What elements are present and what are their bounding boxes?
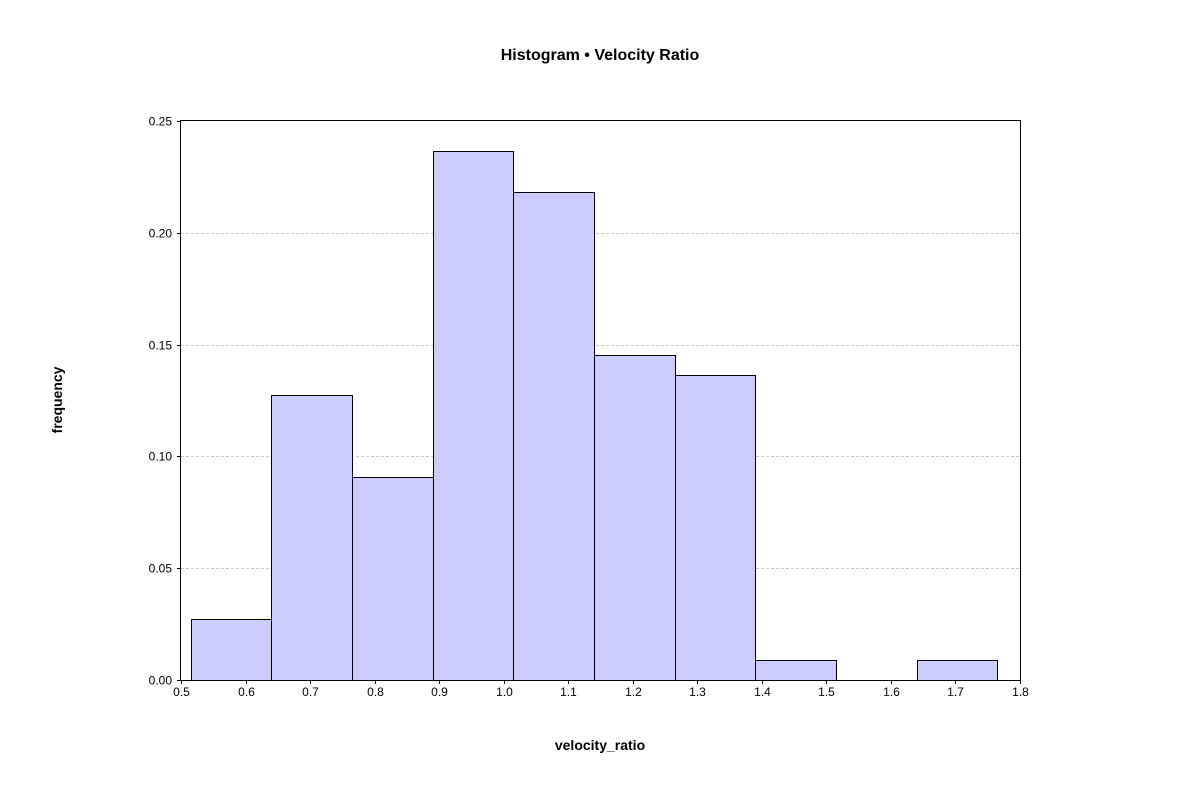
- histogram-bar: [271, 395, 353, 681]
- x-tick-label: 1.2: [625, 685, 642, 699]
- x-tick-label: 1.8: [1012, 685, 1029, 699]
- x-axis: 0.5 0.6 0.7 0.8 0.9 1.0 1.1 1.2 1.3 1.4 1.5 1.6 1.7 1…: [173, 680, 1029, 699]
- x-tick-label: 0.8: [367, 685, 384, 699]
- y-tick-label: 0.10: [149, 450, 173, 464]
- y-tick-label: 0.00: [149, 674, 173, 688]
- x-tick-label: 1.1: [560, 685, 577, 699]
- plot-frame: [180, 120, 1021, 681]
- x-tick-label: 1.7: [947, 685, 964, 699]
- x-axis-label: velocity_ratio: [555, 737, 645, 753]
- y-tick-label: 0.15: [149, 339, 173, 353]
- x-tick-label: 1.5: [818, 685, 835, 699]
- histogram-bar: [594, 355, 676, 681]
- histogram-bar: [191, 619, 272, 681]
- x-tick-label: 1.0: [496, 685, 513, 699]
- histogram-bar: [433, 151, 514, 681]
- x-tick-label: 1.4: [754, 685, 771, 699]
- y-tick-label: 0.20: [149, 227, 173, 241]
- x-tick-label: 1.3: [689, 685, 706, 699]
- x-tick-label: 0.9: [431, 685, 448, 699]
- x-tick-label: 0.5: [173, 685, 190, 699]
- histogram-bar: [513, 192, 595, 681]
- histogram-bar: [675, 375, 756, 681]
- y-axis: 0.00 0.05 0.10 0.15 0.20 0.25: [149, 115, 181, 688]
- y-tick-label: 0.05: [149, 562, 173, 576]
- histogram-bars: [191, 151, 998, 681]
- histogram-bar: [352, 477, 434, 681]
- x-tick-label: 0.7: [302, 685, 319, 699]
- histogram-bar: [755, 660, 837, 681]
- x-tick-label: 0.6: [238, 685, 255, 699]
- chart-title: Histogram • Velocity Ratio: [501, 47, 700, 64]
- y-tick-label: 0.25: [149, 115, 173, 129]
- histogram-bar: [917, 660, 998, 681]
- y-axis-label: frequency: [49, 366, 65, 433]
- x-tick-label: 1.6: [883, 685, 900, 699]
